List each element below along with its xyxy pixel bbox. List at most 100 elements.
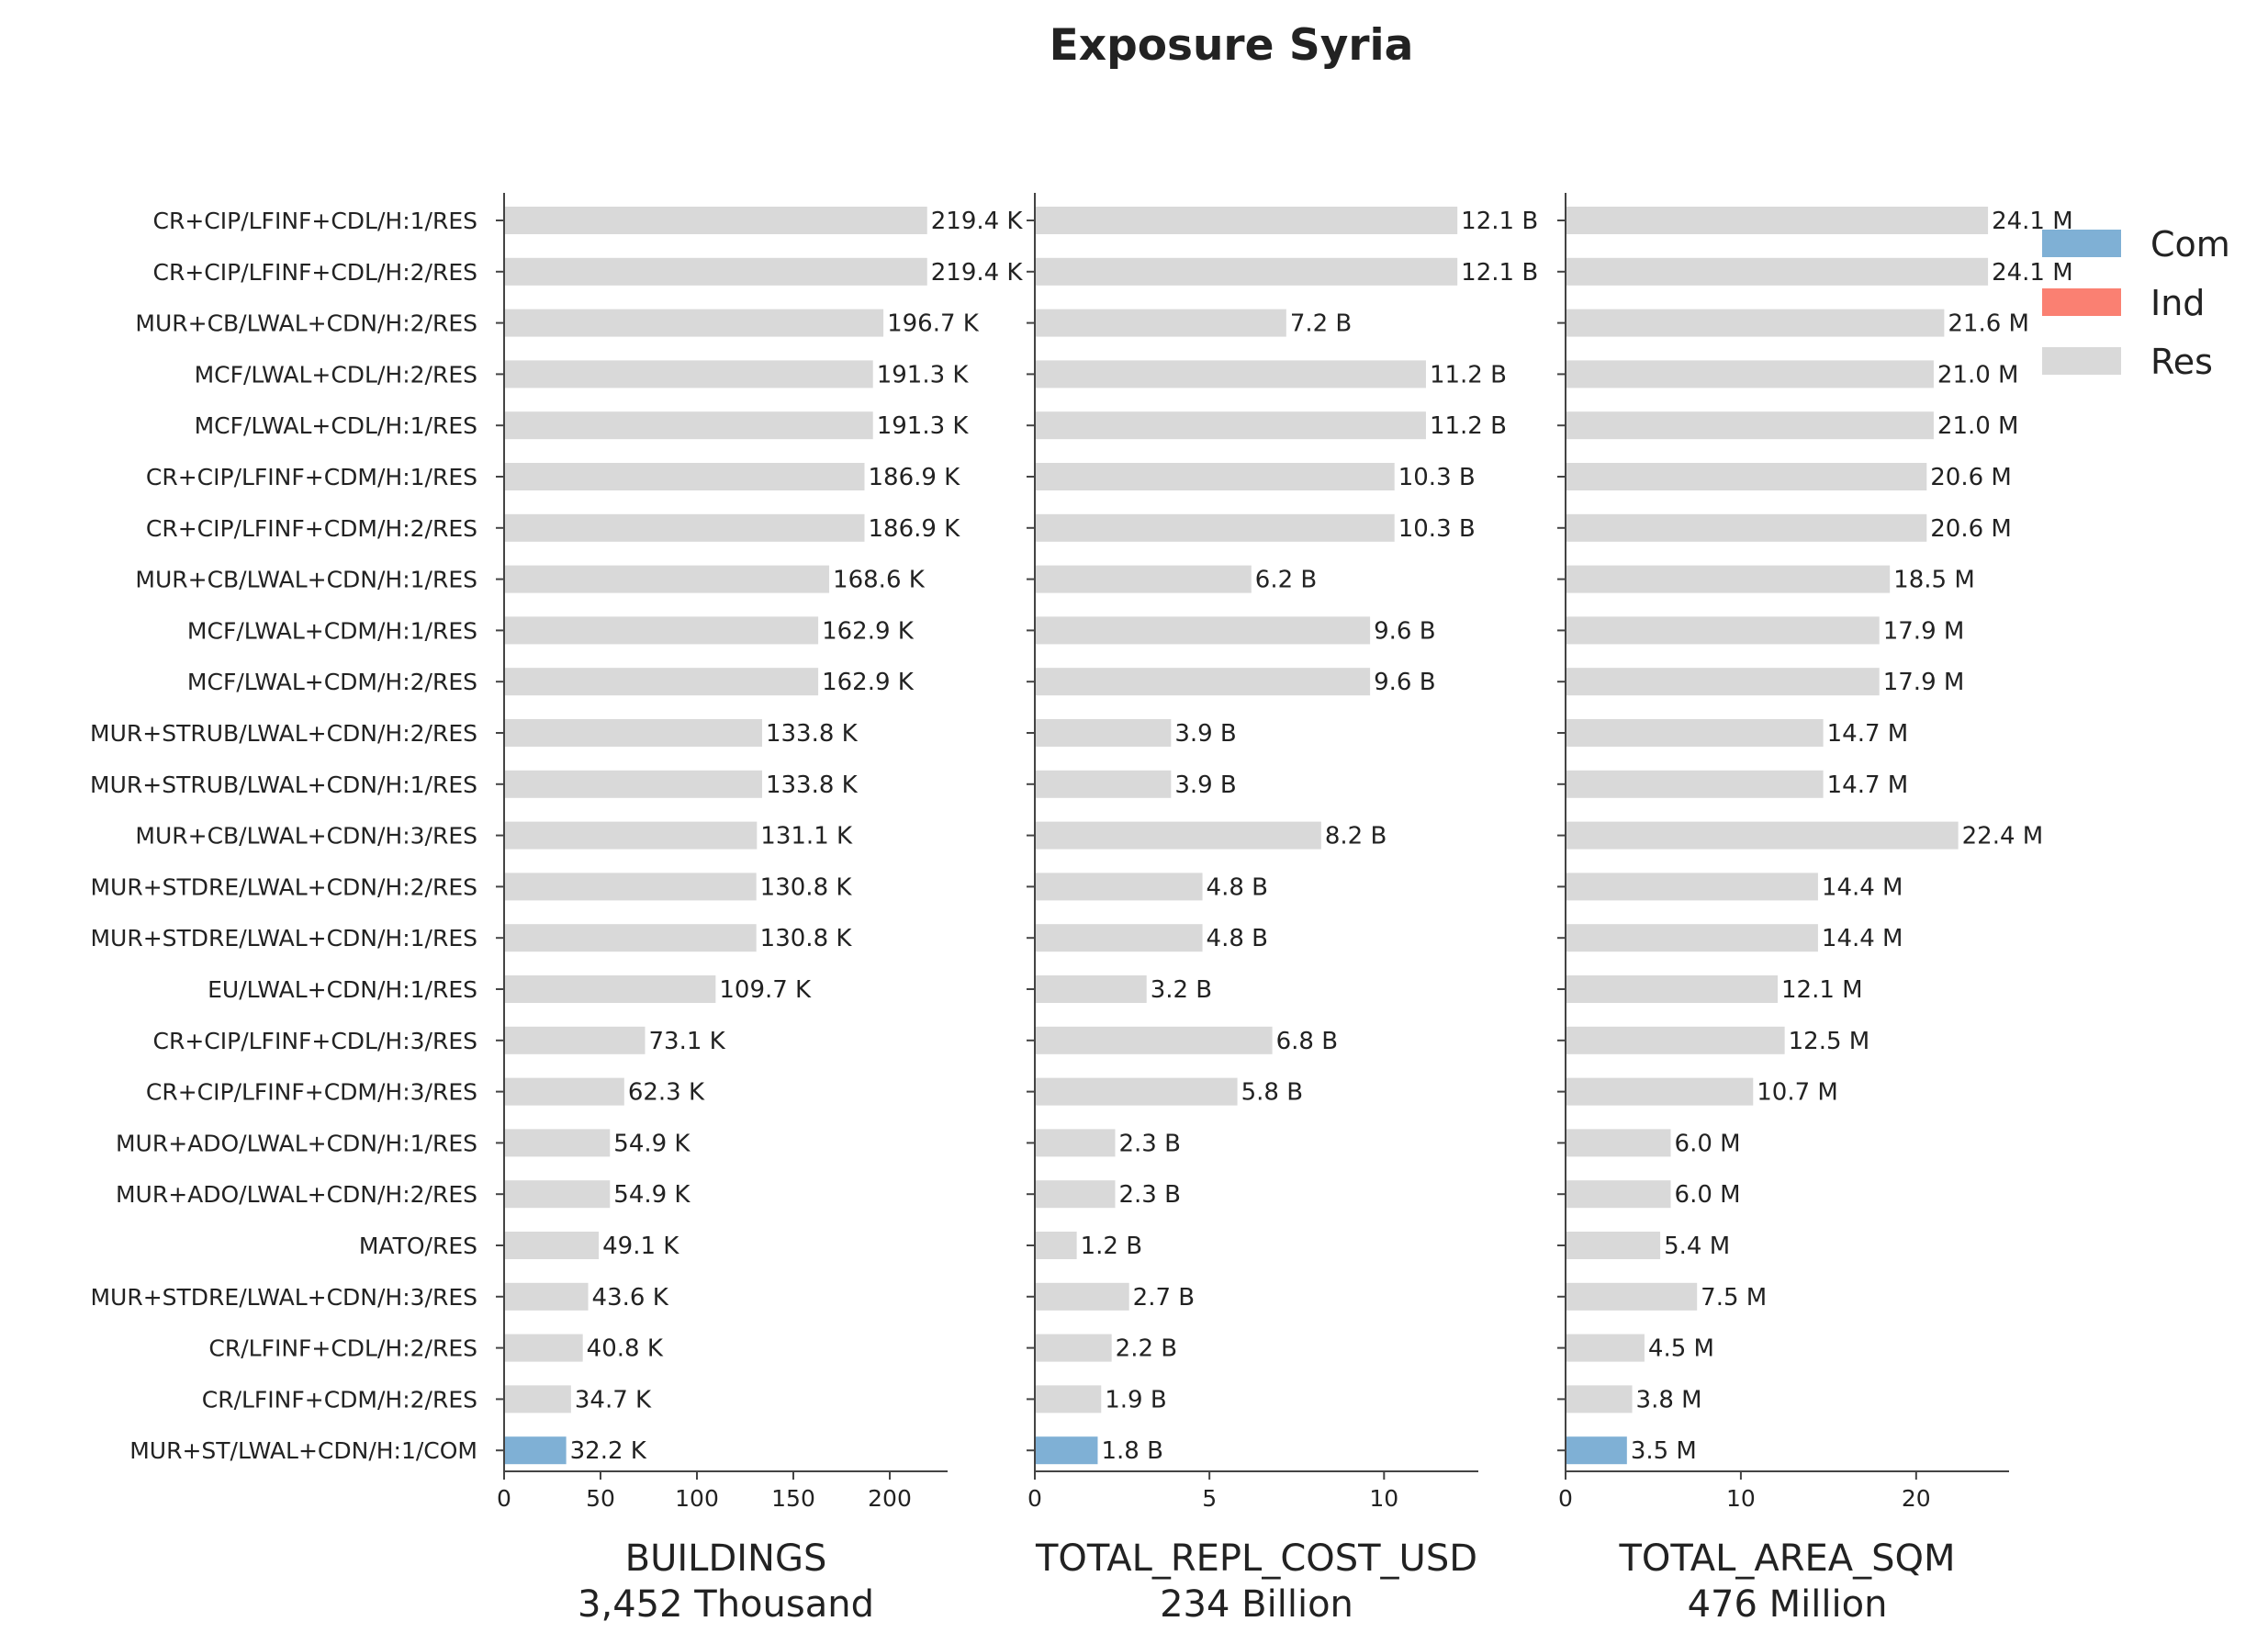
bar bbox=[1566, 565, 1891, 593]
panel-3: 24.1 M24.1 M21.6 M21.0 M21.0 M20.6 M20.6… bbox=[1557, 193, 2073, 1626]
bar bbox=[504, 257, 927, 286]
value-label: 6.2 B bbox=[1255, 567, 1317, 594]
bar bbox=[504, 924, 757, 952]
value-label: 3.5 M bbox=[1631, 1437, 1697, 1465]
value-label: 8.2 B bbox=[1325, 823, 1387, 850]
bar bbox=[1035, 616, 1371, 645]
category-label: CR+CIP/LFINF+CDM/H:2/RES bbox=[146, 515, 477, 542]
value-label: 54.9 K bbox=[613, 1130, 691, 1157]
value-label: 133.8 K bbox=[766, 720, 859, 748]
bar bbox=[504, 463, 865, 490]
bar bbox=[1566, 1026, 1785, 1054]
bar bbox=[1035, 1385, 1102, 1413]
bar bbox=[1035, 1334, 1112, 1362]
bar bbox=[504, 309, 884, 337]
category-label: MUR+ADO/LWAL+CDN/H:1/RES bbox=[116, 1130, 477, 1156]
value-label: 2.2 B bbox=[1116, 1335, 1177, 1363]
value-label: 130.8 K bbox=[760, 873, 853, 901]
value-label: 2.3 B bbox=[1118, 1181, 1180, 1209]
value-label: 34.7 K bbox=[575, 1386, 652, 1413]
x-tick-label: 0 bbox=[497, 1485, 511, 1512]
value-label: 4.8 B bbox=[1207, 925, 1268, 952]
category-label: CR+CIP/LFINF+CDM/H:3/RES bbox=[146, 1079, 477, 1106]
bar bbox=[1035, 975, 1147, 1003]
bar bbox=[504, 1077, 624, 1106]
category-label: MUR+CB/LWAL+CDN/H:3/RES bbox=[135, 823, 477, 850]
bar bbox=[1566, 1282, 1698, 1311]
bar bbox=[504, 513, 865, 542]
bar bbox=[504, 1282, 589, 1311]
x-tick-label: 10 bbox=[1726, 1485, 1756, 1512]
bar bbox=[1566, 1436, 1627, 1465]
category-label: MATO/RES bbox=[359, 1233, 477, 1259]
value-label: 1.8 B bbox=[1101, 1437, 1162, 1465]
bar bbox=[1566, 770, 1824, 798]
value-label: 168.6 K bbox=[833, 567, 926, 594]
category-label: CR/LFINF+CDM/H:2/RES bbox=[202, 1386, 477, 1413]
bar bbox=[1566, 821, 1959, 850]
value-label: 191.3 K bbox=[877, 361, 970, 388]
x-tick-label: 20 bbox=[1902, 1485, 1931, 1512]
bar bbox=[504, 1232, 600, 1259]
value-label: 21.6 M bbox=[1948, 310, 2029, 338]
bar bbox=[1566, 1385, 1633, 1413]
panel-2: 12.1 B 12.1 B 7.2 B 11.2 B 11.2 B 10.3 B 10.3 … bbox=[1027, 193, 1538, 1626]
bar bbox=[1035, 873, 1203, 901]
bar bbox=[1035, 309, 1286, 337]
category-label: EU/LWAL+CDN/H:1/RES bbox=[208, 976, 477, 1003]
panel-1: 219.4 K 219.4 K 196.7 K 191.3 K 191.3 K 186.9… bbox=[496, 193, 1023, 1626]
value-label: 10.3 B bbox=[1398, 515, 1476, 543]
bar bbox=[504, 1436, 567, 1465]
panel-total: 476 Million bbox=[1688, 1583, 1888, 1626]
value-label: 130.8 K bbox=[760, 925, 853, 952]
value-label: 17.9 M bbox=[1883, 669, 1965, 696]
bar bbox=[1035, 1026, 1273, 1054]
bar bbox=[1566, 1334, 1645, 1362]
bar bbox=[1035, 1129, 1116, 1157]
value-label: 18.5 M bbox=[1893, 567, 1975, 594]
panels: 219.4 K 219.4 K 196.7 K 191.3 K 191.3 K 186.9… bbox=[496, 193, 2073, 1626]
value-label: 7.5 M bbox=[1701, 1284, 1767, 1312]
bar bbox=[1566, 924, 1818, 952]
bar bbox=[1035, 1282, 1129, 1311]
value-label: 6.8 B bbox=[1276, 1028, 1338, 1055]
x-tick-label: 100 bbox=[675, 1485, 719, 1512]
value-label: 5.4 M bbox=[1664, 1233, 1730, 1260]
bar bbox=[504, 207, 927, 234]
value-label: 162.9 K bbox=[822, 617, 915, 645]
x-axis-label: BUILDINGS bbox=[625, 1537, 827, 1580]
category-label: CR/LFINF+CDL/H:2/RES bbox=[208, 1335, 477, 1362]
value-label: 9.6 B bbox=[1374, 617, 1435, 645]
category-label: MUR+STDRE/LWAL+CDN/H:1/RES bbox=[90, 925, 477, 951]
value-label: 20.6 M bbox=[1930, 515, 2012, 543]
bar bbox=[1035, 513, 1395, 542]
value-label: 20.6 M bbox=[1930, 464, 2012, 491]
bar bbox=[1035, 411, 1426, 440]
panel-total: 234 Billion bbox=[1160, 1583, 1353, 1626]
bar bbox=[1035, 257, 1458, 286]
value-label: 24.1 M bbox=[1992, 259, 2073, 287]
legend-label-com: Com bbox=[2150, 224, 2230, 265]
value-label: 186.9 K bbox=[868, 464, 960, 491]
bar bbox=[504, 1334, 583, 1362]
bar bbox=[1566, 1180, 1671, 1209]
bar bbox=[1566, 360, 1934, 388]
category-label: MUR+CB/LWAL+CDN/H:1/RES bbox=[135, 567, 477, 593]
bar bbox=[1566, 873, 1818, 901]
bar bbox=[1566, 1232, 1661, 1259]
bar bbox=[504, 616, 819, 645]
bar bbox=[1035, 1436, 1098, 1465]
legend: Com Ind Res bbox=[2042, 224, 2230, 382]
category-label: MUR+ADO/LWAL+CDN/H:2/RES bbox=[116, 1181, 477, 1208]
value-label: 14.4 M bbox=[1822, 873, 1903, 901]
bar bbox=[1035, 463, 1395, 490]
legend-swatch-com bbox=[2042, 230, 2121, 257]
value-label: 2.3 B bbox=[1118, 1130, 1180, 1157]
value-label: 12.1 B bbox=[1461, 208, 1538, 235]
value-label: 40.8 K bbox=[587, 1335, 664, 1363]
category-label: MCF/LWAL+CDL/H:2/RES bbox=[195, 361, 477, 388]
bar bbox=[1566, 719, 1824, 747]
value-label: 6.0 M bbox=[1675, 1181, 1741, 1209]
x-tick-label: 0 bbox=[1558, 1485, 1573, 1512]
value-label: 186.9 K bbox=[868, 515, 960, 543]
